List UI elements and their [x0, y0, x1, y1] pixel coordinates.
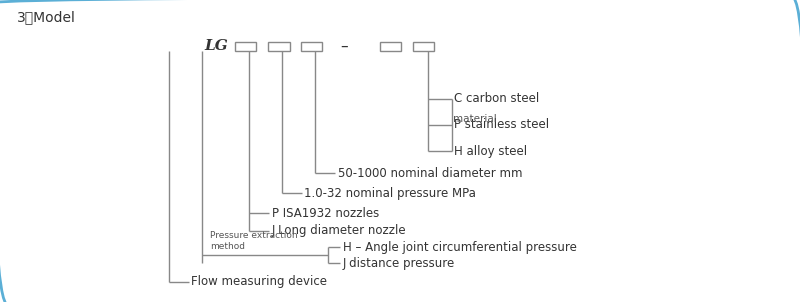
Text: H alloy steel: H alloy steel	[454, 144, 527, 158]
Text: 3、Model: 3、Model	[18, 10, 76, 24]
Text: P ISA1932 nozzles: P ISA1932 nozzles	[272, 207, 379, 220]
Text: J distance pressure: J distance pressure	[342, 257, 455, 270]
Text: C carbon steel: C carbon steel	[454, 92, 539, 105]
Text: material: material	[454, 114, 497, 124]
Text: 1.0-32 nominal pressure MPa: 1.0-32 nominal pressure MPa	[304, 187, 476, 200]
Text: LG: LG	[205, 39, 229, 53]
Text: –: –	[340, 39, 348, 54]
Text: J Long diameter nozzle: J Long diameter nozzle	[272, 224, 406, 237]
Text: Flow measuring device: Flow measuring device	[191, 275, 327, 288]
Text: P stainless steel: P stainless steel	[454, 118, 550, 131]
Text: Pressure extraction
method: Pressure extraction method	[210, 231, 298, 251]
Text: H – Angle joint circumferential pressure: H – Angle joint circumferential pressure	[342, 240, 577, 253]
Text: 50-1000 nominal diameter mm: 50-1000 nominal diameter mm	[338, 167, 522, 180]
